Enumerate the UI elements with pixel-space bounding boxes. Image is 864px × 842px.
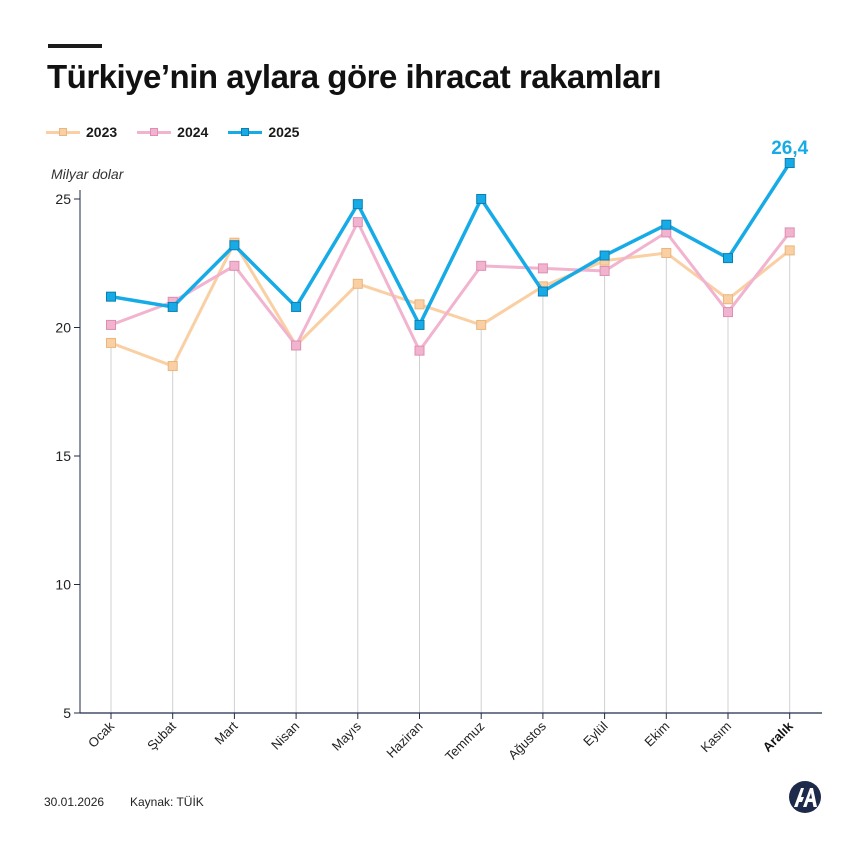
x-tick-label-agustos: Ağustos	[505, 718, 549, 762]
x-tick-label-nisan: Nisan	[268, 719, 302, 753]
point-2024-kasim	[723, 307, 733, 318]
point-2024-aralik	[784, 227, 795, 238]
legend-swatch-2024	[137, 126, 172, 138]
point-2025-eylul	[599, 250, 610, 261]
x-tick-label-kasim: Kasım	[697, 719, 734, 756]
point-2025-mayis	[352, 199, 363, 210]
y-tick-label-10: 10	[55, 577, 71, 593]
y-axis-unit-label: Milyar dolar	[51, 166, 124, 182]
annotation-label: 26,4	[771, 138, 808, 159]
point-2023-temmuz	[476, 319, 487, 330]
point-2025-ocak	[106, 291, 116, 302]
x-tick-label-ekim: Ekim	[641, 719, 672, 750]
point-2023-ocak	[106, 337, 116, 348]
point-2023-ekim	[661, 247, 672, 258]
point-2024-mart	[229, 260, 240, 271]
x-tick-label-haziran: Haziran	[383, 719, 425, 761]
point-2023-mayis	[352, 278, 363, 289]
point-2024-nisan	[291, 340, 302, 351]
aa-logo-graphic	[789, 781, 821, 813]
point-2023-haziran	[414, 299, 425, 310]
legend-item-2024: 2024	[137, 124, 208, 140]
y-tick-label-20: 20	[55, 320, 71, 336]
y-tick-label-25: 25	[55, 191, 71, 207]
legend-swatch-2023	[46, 126, 80, 138]
point-2025-mart	[229, 240, 240, 251]
point-2025-kasim	[723, 253, 733, 264]
series-line-2024	[109, 220, 792, 353]
x-tick-label-mayis: Mayıs	[329, 718, 364, 753]
legend-label-2025: 2025	[268, 124, 300, 140]
point-2024-temmuz	[476, 260, 487, 271]
point-2025-ekim	[661, 219, 672, 230]
point-2024-mayis	[352, 217, 363, 228]
footer-date: 30.01.2026	[44, 795, 105, 809]
x-tick-label-ocak: Ocak	[85, 718, 117, 750]
x-tick-label-mart: Mart	[212, 718, 241, 747]
chart-title: Türkiye’nin aylara göre ihracat rakamlar…	[47, 58, 662, 95]
point-2025-agustos	[537, 286, 548, 297]
legend-label-2024: 2024	[177, 124, 209, 140]
series-line-2023	[109, 241, 792, 368]
y-tick-label-5: 5	[63, 705, 71, 721]
x-tick-label-subat: Şubat	[144, 718, 179, 753]
point-2025-nisan	[291, 301, 302, 312]
point-2025-aralik	[784, 158, 795, 169]
x-tick-label-eylul: Eylül	[580, 718, 611, 749]
point-2023-aralik	[784, 245, 795, 256]
chart-legend: 2023 2024 2025	[46, 124, 299, 140]
legend-label-2023: 2023	[86, 124, 118, 140]
x-tick-label-aralik: Aralık	[760, 718, 797, 755]
x-tick-label-temmuz: Temmuz	[442, 719, 487, 764]
point-2024-haziran	[414, 345, 425, 356]
point-2024-ocak	[106, 319, 116, 330]
footer-source: Kaynak: TÜİK	[130, 795, 204, 809]
point-2024-agustos	[537, 263, 548, 274]
legend-item-2025: 2025	[228, 124, 299, 140]
point-2024-eylul	[599, 265, 610, 276]
point-2023-subat	[167, 361, 178, 372]
point-2025-temmuz	[476, 194, 487, 204]
title-accent-rule	[48, 44, 102, 48]
point-2023-kasim	[723, 294, 733, 305]
series-line-2025	[109, 161, 792, 327]
legend-swatch-2025	[228, 126, 263, 138]
aa-logo-icon: AA	[788, 780, 822, 819]
point-2025-subat	[167, 301, 178, 312]
point-2025-haziran	[414, 319, 425, 330]
legend-item-2023: 2023	[46, 124, 117, 140]
y-tick-label-15: 15	[55, 448, 71, 464]
